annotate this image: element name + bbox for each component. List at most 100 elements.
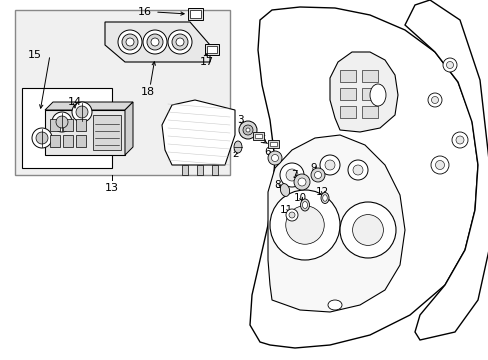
Ellipse shape	[300, 199, 309, 211]
Circle shape	[72, 102, 92, 122]
Ellipse shape	[327, 300, 341, 310]
Bar	[197, 165, 203, 175]
Text: 1: 1	[206, 133, 213, 143]
Circle shape	[339, 202, 395, 258]
Text: 4: 4	[246, 125, 253, 135]
Circle shape	[239, 121, 257, 139]
Circle shape	[352, 165, 362, 175]
Circle shape	[122, 34, 138, 50]
Circle shape	[36, 132, 48, 144]
Polygon shape	[267, 135, 404, 312]
Ellipse shape	[234, 141, 242, 153]
Polygon shape	[45, 102, 133, 110]
Text: 5: 5	[259, 135, 266, 145]
Bar	[267, 140, 279, 148]
Bar	[50, 135, 60, 147]
Text: 7: 7	[290, 170, 297, 180]
Text: 14: 14	[68, 97, 82, 107]
Circle shape	[168, 30, 192, 54]
Circle shape	[451, 132, 467, 148]
Bar	[212, 165, 218, 175]
Text: 10: 10	[293, 193, 306, 203]
Ellipse shape	[322, 195, 326, 201]
Circle shape	[430, 96, 438, 104]
Bar	[339, 88, 355, 100]
Circle shape	[446, 62, 452, 68]
Text: 17: 17	[200, 57, 214, 67]
Circle shape	[245, 128, 249, 132]
Bar	[187, 8, 203, 20]
Polygon shape	[249, 7, 477, 348]
Circle shape	[314, 171, 321, 179]
Circle shape	[32, 128, 52, 148]
Circle shape	[285, 169, 297, 181]
Circle shape	[52, 112, 72, 132]
Circle shape	[147, 34, 163, 50]
Circle shape	[142, 30, 167, 54]
Circle shape	[76, 106, 88, 118]
Text: 2: 2	[232, 149, 239, 159]
Circle shape	[455, 136, 463, 144]
Polygon shape	[125, 102, 133, 155]
Circle shape	[56, 116, 68, 128]
Circle shape	[319, 155, 339, 175]
Bar	[204, 44, 219, 55]
Polygon shape	[105, 22, 209, 62]
Bar	[190, 10, 201, 18]
Circle shape	[243, 125, 252, 135]
Bar	[76, 119, 86, 131]
Text: 9: 9	[310, 163, 317, 173]
Bar	[361, 88, 377, 100]
Circle shape	[430, 156, 448, 174]
Circle shape	[118, 30, 142, 54]
Circle shape	[172, 34, 187, 50]
Text: 13: 13	[105, 183, 119, 193]
Text: 15: 15	[28, 50, 42, 60]
Bar	[339, 70, 355, 82]
Circle shape	[285, 206, 324, 244]
Circle shape	[442, 58, 456, 72]
Circle shape	[297, 178, 305, 186]
Polygon shape	[329, 52, 397, 132]
Circle shape	[347, 160, 367, 180]
Ellipse shape	[302, 202, 307, 208]
Bar	[63, 119, 73, 131]
Bar	[339, 106, 355, 118]
Polygon shape	[162, 100, 235, 165]
Circle shape	[267, 151, 282, 165]
Ellipse shape	[320, 193, 328, 203]
Text: 16: 16	[138, 7, 152, 17]
Polygon shape	[404, 0, 488, 340]
Text: 18: 18	[141, 87, 155, 97]
Circle shape	[288, 212, 294, 218]
Bar	[252, 132, 264, 140]
Bar	[50, 119, 60, 131]
Ellipse shape	[369, 84, 385, 106]
Bar	[254, 134, 262, 138]
Circle shape	[269, 190, 339, 260]
Circle shape	[280, 163, 304, 187]
Circle shape	[310, 168, 325, 182]
Circle shape	[151, 38, 159, 46]
Text: 12: 12	[315, 187, 328, 197]
Text: 11: 11	[279, 205, 292, 215]
Text: 8: 8	[274, 180, 281, 190]
Circle shape	[427, 93, 441, 107]
Ellipse shape	[280, 184, 289, 197]
Circle shape	[293, 174, 309, 190]
Circle shape	[435, 161, 444, 170]
Text: 3: 3	[236, 115, 243, 125]
Bar	[22, 88, 112, 168]
Bar	[63, 135, 73, 147]
Bar	[206, 46, 217, 53]
Circle shape	[176, 38, 183, 46]
Circle shape	[126, 38, 134, 46]
Bar	[15, 10, 229, 175]
Bar	[361, 106, 377, 118]
Text: 6: 6	[264, 147, 271, 157]
Bar	[269, 142, 276, 146]
Circle shape	[352, 215, 383, 246]
Bar	[361, 70, 377, 82]
Circle shape	[325, 160, 334, 170]
Bar	[76, 135, 86, 147]
